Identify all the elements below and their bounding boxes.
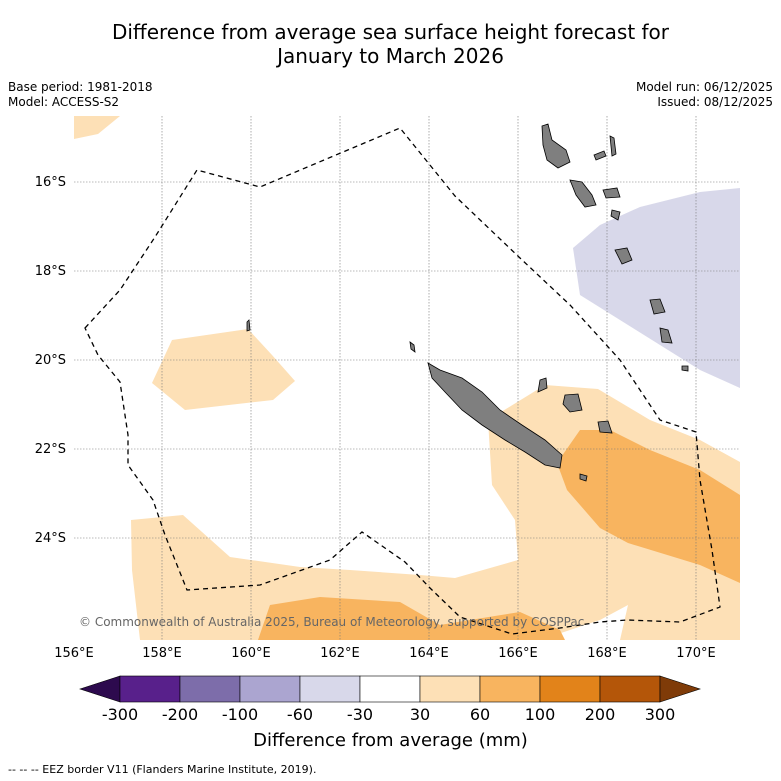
- footer-eez-note: -- -- -- EEZ border V11 (Flanders Marine…: [8, 763, 317, 776]
- lon-label-158e: 158°E: [142, 646, 182, 661]
- copyright-notice: © Commonwealth of Australia 2025, Bureau…: [79, 615, 585, 629]
- belep-islands: [409, 341, 416, 353]
- colorbar-bin-2: [179, 675, 241, 703]
- lon-label-168e: 168°E: [587, 646, 627, 661]
- eez-border: [84, 127, 721, 635]
- gridlines: [74, 116, 740, 640]
- colorbar-cap-high: [659, 675, 701, 703]
- colorbar-tick: 60: [469, 705, 491, 724]
- map-title: Difference from average sea surface heig…: [0, 20, 781, 68]
- anomaly-region-light-topleft: [74, 116, 120, 139]
- meta-right: Model run: 06/12/2025 Issued: 08/12/2025: [636, 80, 773, 110]
- colorbar-cap-low: [79, 675, 121, 703]
- title-line-1: Difference from average sea surface heig…: [111, 20, 670, 44]
- colorbar-tick: 100: [524, 705, 556, 724]
- colorbar-tick: -30: [346, 705, 374, 724]
- vanuatu-ambae: [593, 150, 607, 161]
- lon-label-162e: 162°E: [320, 646, 360, 661]
- colorbar-tick: -300: [101, 705, 139, 724]
- vanuatu-maewo: [609, 135, 617, 157]
- vanuatu-efate: [614, 247, 633, 265]
- model-run: Model run: 06/12/2025: [635, 80, 773, 94]
- colorbar-tick: 200: [584, 705, 616, 724]
- vanuatu-shepherd: [610, 209, 621, 221]
- title-line-2: January to March 2026: [277, 44, 504, 68]
- loyalty-island-3: [597, 420, 613, 434]
- lat-label-16s: 16°S: [34, 175, 66, 190]
- new-caledonia-main: [427, 362, 563, 469]
- vanuatu-espiritu-santo: [541, 123, 571, 169]
- lon-label-160e: 160°E: [231, 646, 271, 661]
- meta-left: Base period: 1981-2018 Model: ACCESS-S2: [8, 80, 153, 110]
- base-period: Base period: 1981-2018: [8, 80, 153, 94]
- model-name: Model: ACCESS-S2: [8, 95, 120, 109]
- map-area: [74, 116, 740, 640]
- colorbar-bin-4: [299, 675, 361, 703]
- colorbar-bin-9: [599, 675, 661, 703]
- colorbar-tick: -100: [221, 705, 259, 724]
- vanuatu-tanna: [659, 327, 673, 344]
- colorbar-tick: -200: [161, 705, 199, 724]
- lat-label-18s: 18°S: [34, 264, 66, 279]
- lon-label-170e: 170°E: [676, 646, 716, 661]
- vanuatu-aneityum: [681, 365, 689, 372]
- vanuatu-epi: [602, 187, 621, 199]
- lon-label-166e: 166°E: [498, 646, 538, 661]
- colorbar-tick: 30: [409, 705, 431, 724]
- colorbar-bin-1: [119, 675, 181, 703]
- colorbar-bin-5: [359, 675, 421, 703]
- vanuatu-erromango: [649, 298, 666, 315]
- lat-label-22s: 22°S: [34, 442, 66, 457]
- colorbar-tick: -60: [286, 705, 314, 724]
- colorbar-bin-3: [239, 675, 301, 703]
- anomaly-region-negative: [573, 188, 740, 388]
- lon-label-164e: 164°E: [409, 646, 449, 661]
- anomaly-region-mid-south: [258, 597, 565, 640]
- vanuatu-malekula: [569, 179, 597, 208]
- colorbar-label: Difference from average (mm): [253, 730, 528, 751]
- small-islet-west: [246, 319, 251, 332]
- lat-label-24s: 24°S: [34, 531, 66, 546]
- colorbar-bin-6: [419, 675, 481, 703]
- loyalty-island-2: [562, 393, 583, 413]
- lon-label-156e: 156°E: [54, 646, 94, 661]
- colorbar-bin-8: [539, 675, 601, 703]
- colorbar: [79, 675, 701, 703]
- land-masses: [246, 123, 689, 482]
- colorbar-tick: 300: [644, 705, 676, 724]
- issued-date: Issued: 08/12/2025: [657, 95, 773, 109]
- anomaly-region-mid-east: [557, 430, 740, 583]
- loyalty-island-1: [537, 377, 548, 393]
- lat-label-20s: 20°S: [34, 353, 66, 368]
- colorbar-bin-7: [479, 675, 541, 703]
- anomaly-region-light-west: [152, 329, 295, 410]
- isle-of-pines: [579, 473, 588, 482]
